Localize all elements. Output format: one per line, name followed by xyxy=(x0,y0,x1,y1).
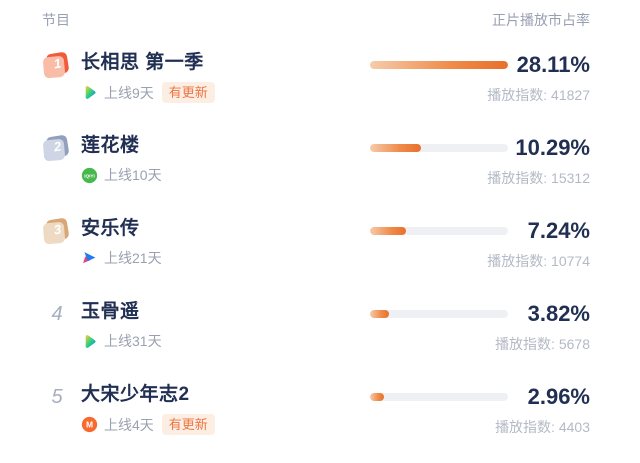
share-bar xyxy=(370,227,508,235)
mgtv-icon: M xyxy=(81,416,98,433)
play-index: 播放指数: 4403 xyxy=(495,419,590,435)
tencent-video-icon xyxy=(85,86,96,99)
share-bar xyxy=(370,144,508,152)
share-bar xyxy=(370,61,508,69)
table-row[interactable]: 1 长相思 第一季 上线9天 有更新 28.11% xyxy=(42,50,590,105)
column-header-program: 节目 xyxy=(42,12,70,28)
online-days: 上线10天 xyxy=(104,167,162,183)
play-index: 播放指数: 41827 xyxy=(487,87,590,103)
table-row[interactable]: 4 玉骨遥 上线31天 3.82% xyxy=(42,299,590,354)
share-bar xyxy=(370,310,508,318)
online-days: 上线31天 xyxy=(104,333,162,349)
show-title: 安乐传 xyxy=(81,218,140,239)
rank-number: 4 xyxy=(51,303,63,325)
share-percent: 28.11% xyxy=(516,52,590,77)
share-percent: 3.82% xyxy=(527,301,590,326)
show-title: 大宋少年志2 xyxy=(81,384,190,405)
show-title: 长相思 第一季 xyxy=(81,52,204,73)
online-days: 上线9天 xyxy=(104,84,154,101)
online-days: 上线21天 xyxy=(104,250,162,266)
share-bar xyxy=(370,393,508,401)
rank-badge: 3 xyxy=(44,217,70,242)
update-badge: 有更新 xyxy=(161,414,215,435)
table-row[interactable]: 5 大宋少年志2 M 上线4天 有更新 2.96% 播放指数: 4403 xyxy=(42,382,590,437)
share-percent: 7.24% xyxy=(527,218,590,243)
iqiyi-icon: iQIYI xyxy=(81,167,98,183)
update-badge: 有更新 xyxy=(161,82,215,103)
youku-icon xyxy=(83,251,96,263)
share-percent: 2.96% xyxy=(527,384,590,409)
table-row[interactable]: 2 莲花楼 iQIYI 上线10天 10.29% 播放指数: 15312 xyxy=(42,133,590,188)
play-index: 播放指数: 10774 xyxy=(487,253,590,269)
online-days: 上线4天 xyxy=(104,416,154,433)
table-row[interactable]: 3 安乐传 上线21天 7.24% 播放指数: 10774 xyxy=(42,216,590,271)
show-title: 莲花楼 xyxy=(81,135,140,156)
svg-text:M: M xyxy=(86,420,93,430)
show-title: 玉骨遥 xyxy=(81,301,140,322)
column-header-market-share: 正片播放市占率 xyxy=(492,12,590,28)
share-percent: 10.29% xyxy=(515,135,590,160)
play-index: 播放指数: 15312 xyxy=(487,170,590,186)
list-header: 节目 正片播放市占率 xyxy=(42,10,590,30)
svg-text:iQIYI: iQIYI xyxy=(84,173,95,178)
tencent-video-icon xyxy=(85,334,96,348)
rank-number: 5 xyxy=(51,386,63,408)
rank-badge: 2 xyxy=(44,134,70,159)
ranking-panel: 节目 正片播放市占率 1 长相思 第一季 上线9天 有更新 xyxy=(0,0,640,437)
rank-badge: 1 xyxy=(44,51,70,76)
play-index: 播放指数: 5678 xyxy=(495,336,590,352)
